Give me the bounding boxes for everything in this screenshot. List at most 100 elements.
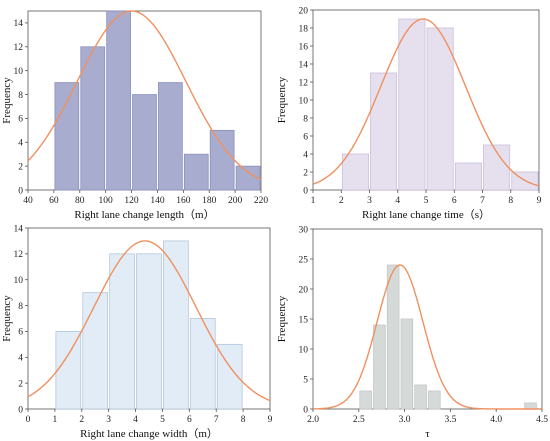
- y-tick-label: 10: [14, 276, 24, 286]
- histogram-bar: [341, 153, 369, 191]
- x-tick-label: 220: [254, 196, 269, 206]
- histogram-bar: [428, 390, 441, 410]
- histogram-bar: [370, 72, 398, 191]
- x-tick-label: 80: [75, 196, 85, 206]
- y-tick-label: 10: [299, 96, 309, 106]
- x-tick-label: 120: [124, 196, 139, 206]
- histogram-bar: [158, 82, 183, 191]
- histogram-bar: [414, 384, 427, 410]
- histogram-bar: [109, 253, 135, 410]
- x-tick-label: 3.0: [399, 415, 411, 425]
- x-tick-label: 2: [79, 415, 84, 425]
- x-tick-label: 180: [202, 196, 217, 206]
- x-tick-label: 100: [99, 196, 114, 206]
- histogram-bar: [209, 129, 235, 191]
- y-tick-label: 0: [18, 186, 23, 196]
- x-tick-label: 3: [367, 196, 372, 206]
- y-tick-label: 8: [303, 114, 308, 124]
- x-tick-label: 4: [395, 196, 400, 206]
- histogram-bar: [235, 165, 261, 191]
- x-tick-label: 9: [537, 196, 542, 206]
- y-tick-label: 8: [18, 302, 23, 312]
- histogram-bar: [55, 331, 82, 410]
- histogram-bar: [82, 292, 109, 410]
- x-tick-label: 7: [480, 196, 485, 206]
- x-tick-label: 60: [49, 196, 59, 206]
- y-tick-label: 4: [18, 354, 23, 364]
- x-tick-label: 5: [424, 196, 429, 206]
- histogram-bar: [426, 27, 454, 191]
- histogram-bar: [132, 94, 157, 191]
- normal-fit-curve: [312, 264, 542, 410]
- histogram-bar: [189, 318, 216, 410]
- x-axis-title: Right lane change length（m）: [74, 208, 214, 221]
- histogram-bar: [454, 162, 482, 191]
- y-tick-label: 0: [18, 405, 23, 415]
- x-tick-label: 0: [26, 415, 31, 425]
- y-tick-label: 4: [18, 139, 23, 149]
- chart-length: 40 60 80 100 120 140 160 180 200 220 0 2 4 6 8 10 12 14 Ri…: [1, 10, 269, 221]
- y-tick-label: 25: [299, 255, 309, 265]
- x-tick-label: 8: [508, 196, 513, 206]
- histogram-bar: [373, 324, 386, 410]
- histogram-bar: [483, 144, 511, 191]
- y-tick-label: 5: [303, 375, 308, 385]
- chart-tau: 2.0 2.5 3.0 3.5 4.0 4.5 0 5 10 15 20 25 30 τ Frequency: [276, 225, 548, 440]
- histogram-bar: [54, 82, 80, 191]
- histogram-bar: [400, 318, 414, 410]
- x-tick-label: 2.5: [353, 415, 365, 425]
- normal-fit-curve: [27, 10, 262, 181]
- y-tick-label: 0: [303, 405, 308, 415]
- y-tick-label: 10: [14, 67, 24, 77]
- x-tick-label: 1: [311, 196, 316, 206]
- x-tick-label: 4.0: [490, 415, 502, 425]
- x-tick-label: 40: [23, 196, 33, 206]
- y-axis-title: Frequency: [276, 76, 288, 123]
- y-tick-label: 2: [303, 168, 308, 178]
- x-tick-label: 9: [268, 415, 273, 425]
- x-tick-label: 160: [176, 196, 191, 206]
- y-axis-title: Frequency: [276, 295, 288, 342]
- y-tick-label: 12: [299, 78, 309, 88]
- y-tick-label: 20: [299, 6, 309, 16]
- y-tick-label: 6: [303, 132, 308, 142]
- x-axis-title: Right lane change width（m）: [80, 427, 218, 440]
- y-tick-label: 30: [299, 225, 309, 235]
- x-tick-label: 2.0: [307, 415, 319, 425]
- histogram-bar: [398, 18, 426, 191]
- y-tick-label: 18: [299, 24, 309, 34]
- y-axis-title: Frequency: [1, 77, 13, 124]
- y-tick-label: 15: [299, 315, 309, 325]
- x-tick-label: 1: [53, 415, 58, 425]
- y-tick-label: 6: [18, 115, 23, 125]
- y-tick-label: 4: [303, 150, 308, 160]
- histogram-bar: [163, 240, 189, 410]
- histogram-bar: [136, 253, 162, 410]
- histogram-bar: [106, 10, 131, 191]
- x-axis-title: Right lane change time（s）: [362, 208, 490, 221]
- normal-fit-curve: [27, 240, 271, 402]
- y-axis-title: Frequency: [1, 295, 13, 342]
- x-tick-label: 4: [133, 415, 138, 425]
- histogram-bar: [80, 46, 106, 191]
- histogram-bar: [524, 402, 537, 410]
- histogram-bar: [183, 153, 209, 191]
- y-tick-label: 10: [299, 345, 309, 355]
- y-tick-label: 8: [18, 91, 23, 101]
- y-tick-label: 14: [14, 224, 24, 234]
- normal-fit-curve: [312, 18, 540, 187]
- histogram-bar: [359, 390, 372, 410]
- x-tick-label: 2: [339, 196, 344, 206]
- x-tick-label: 200: [228, 196, 243, 206]
- x-tick-label: 8: [241, 415, 246, 425]
- y-tick-label: 6: [18, 328, 23, 338]
- y-tick-label: 0: [303, 186, 308, 196]
- x-axis-title: τ: [425, 428, 430, 440]
- plot-frame: [312, 228, 543, 410]
- x-tick-label: 6: [187, 415, 192, 425]
- y-tick-label: 14: [14, 19, 24, 29]
- y-tick-label: 12: [14, 43, 24, 53]
- y-tick-label: 12: [14, 250, 24, 260]
- y-tick-label: 14: [299, 60, 309, 70]
